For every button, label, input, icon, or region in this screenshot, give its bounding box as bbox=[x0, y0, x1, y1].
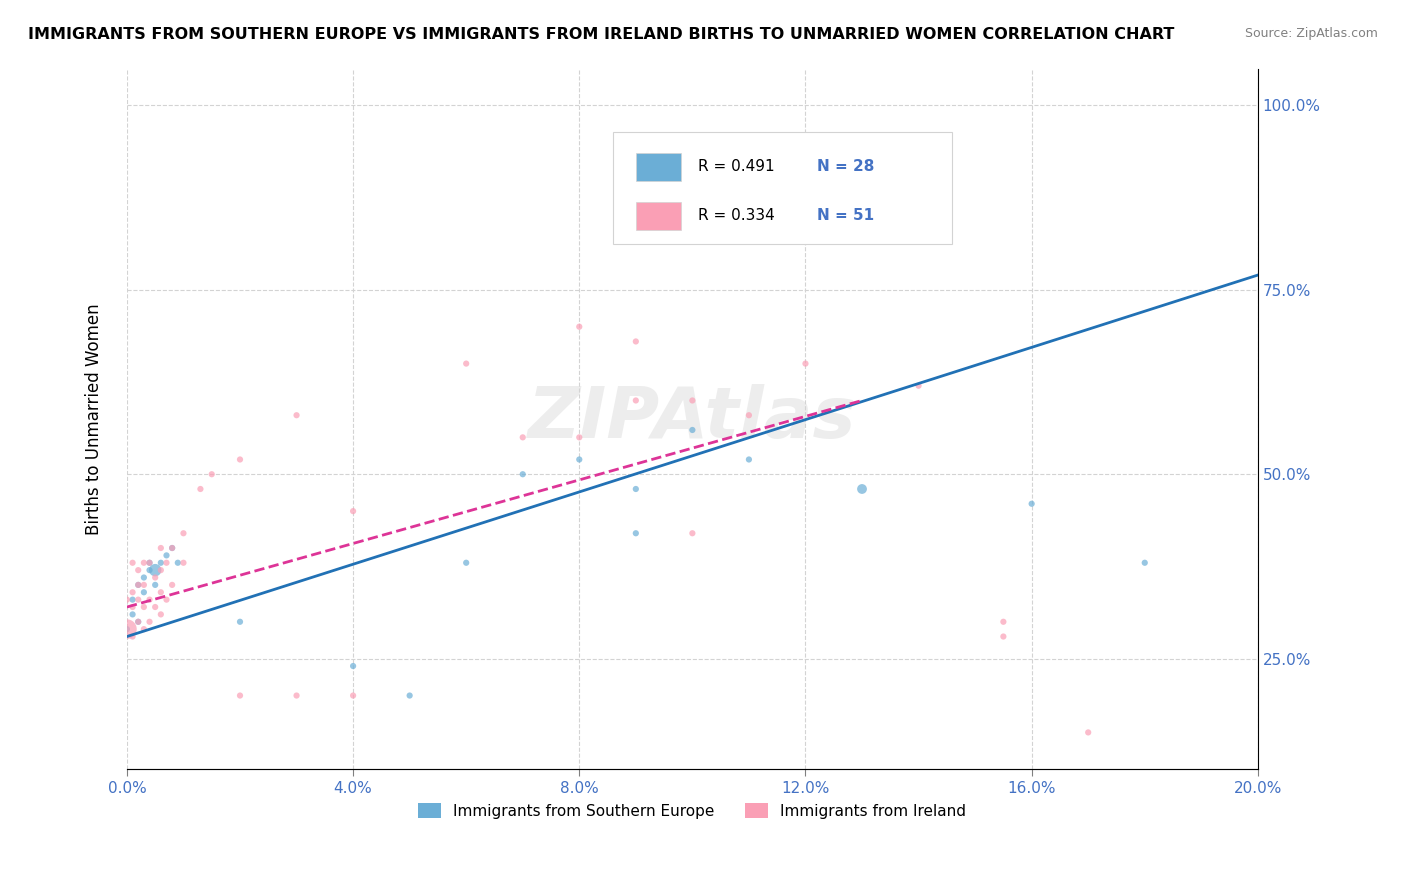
Point bbox=[132, 585, 155, 599]
Point bbox=[229, 615, 252, 629]
Point bbox=[132, 578, 155, 592]
Point bbox=[172, 556, 194, 570]
Point bbox=[155, 556, 177, 570]
Point bbox=[143, 578, 166, 592]
Point bbox=[568, 319, 591, 334]
Point bbox=[1021, 497, 1043, 511]
Point bbox=[398, 689, 420, 703]
Point bbox=[143, 600, 166, 615]
Point bbox=[121, 630, 143, 644]
Point bbox=[138, 556, 160, 570]
FancyBboxPatch shape bbox=[636, 153, 681, 181]
Point bbox=[285, 408, 308, 422]
Point bbox=[568, 452, 591, 467]
Point bbox=[127, 615, 149, 629]
Text: Source: ZipAtlas.com: Source: ZipAtlas.com bbox=[1244, 27, 1378, 40]
Point bbox=[127, 563, 149, 577]
Point bbox=[681, 393, 703, 408]
Point bbox=[166, 556, 188, 570]
Point bbox=[160, 541, 183, 555]
Point bbox=[172, 526, 194, 541]
Point bbox=[115, 592, 138, 607]
Point bbox=[456, 556, 478, 570]
Point bbox=[155, 592, 177, 607]
Point bbox=[143, 570, 166, 584]
Point bbox=[155, 549, 177, 563]
Text: R = 0.491: R = 0.491 bbox=[697, 159, 775, 174]
Point bbox=[149, 585, 172, 599]
Point bbox=[342, 689, 364, 703]
Point bbox=[121, 592, 143, 607]
Point bbox=[121, 556, 143, 570]
Point bbox=[681, 526, 703, 541]
Point bbox=[1133, 556, 1156, 570]
Point bbox=[115, 622, 138, 636]
Y-axis label: Births to Unmarried Women: Births to Unmarried Women bbox=[86, 303, 103, 534]
Point bbox=[138, 592, 160, 607]
Text: R = 0.334: R = 0.334 bbox=[697, 208, 775, 223]
Point bbox=[149, 556, 172, 570]
Point bbox=[624, 482, 647, 496]
Point bbox=[121, 600, 143, 615]
Point bbox=[456, 357, 478, 371]
Point bbox=[143, 563, 166, 577]
Point bbox=[624, 526, 647, 541]
Point bbox=[285, 689, 308, 703]
Legend: Immigrants from Southern Europe, Immigrants from Ireland: Immigrants from Southern Europe, Immigra… bbox=[412, 797, 973, 825]
Point bbox=[738, 452, 761, 467]
Point bbox=[229, 452, 252, 467]
Point bbox=[993, 630, 1015, 644]
Text: ZIPAtlas: ZIPAtlas bbox=[529, 384, 856, 453]
Point bbox=[149, 607, 172, 622]
Point bbox=[127, 578, 149, 592]
Point bbox=[115, 622, 138, 636]
Point bbox=[738, 408, 761, 422]
Point bbox=[132, 600, 155, 615]
Point bbox=[160, 578, 183, 592]
Point bbox=[229, 689, 252, 703]
Point bbox=[1077, 725, 1099, 739]
Point bbox=[624, 393, 647, 408]
Text: N = 28: N = 28 bbox=[817, 159, 875, 174]
Point bbox=[138, 563, 160, 577]
Point bbox=[132, 622, 155, 636]
Point bbox=[190, 482, 212, 496]
Point bbox=[794, 357, 817, 371]
Point bbox=[342, 659, 364, 673]
Point bbox=[149, 541, 172, 555]
Point bbox=[512, 467, 534, 482]
Point bbox=[342, 504, 364, 518]
Point bbox=[138, 556, 160, 570]
Point bbox=[132, 556, 155, 570]
Point bbox=[993, 615, 1015, 629]
Point bbox=[907, 378, 929, 392]
Point bbox=[132, 570, 155, 584]
Text: IMMIGRANTS FROM SOUTHERN EUROPE VS IMMIGRANTS FROM IRELAND BIRTHS TO UNMARRIED W: IMMIGRANTS FROM SOUTHERN EUROPE VS IMMIG… bbox=[28, 27, 1174, 42]
Point bbox=[149, 563, 172, 577]
Point bbox=[160, 541, 183, 555]
FancyBboxPatch shape bbox=[636, 202, 681, 230]
FancyBboxPatch shape bbox=[613, 132, 952, 244]
Point bbox=[127, 592, 149, 607]
Point bbox=[681, 423, 703, 437]
Point bbox=[624, 334, 647, 349]
Point bbox=[127, 578, 149, 592]
Point bbox=[138, 615, 160, 629]
Point bbox=[201, 467, 224, 482]
Point bbox=[512, 430, 534, 444]
Point bbox=[568, 430, 591, 444]
Text: N = 51: N = 51 bbox=[817, 208, 875, 223]
Point bbox=[121, 607, 143, 622]
Point bbox=[127, 615, 149, 629]
Point bbox=[121, 585, 143, 599]
Point bbox=[851, 482, 873, 496]
